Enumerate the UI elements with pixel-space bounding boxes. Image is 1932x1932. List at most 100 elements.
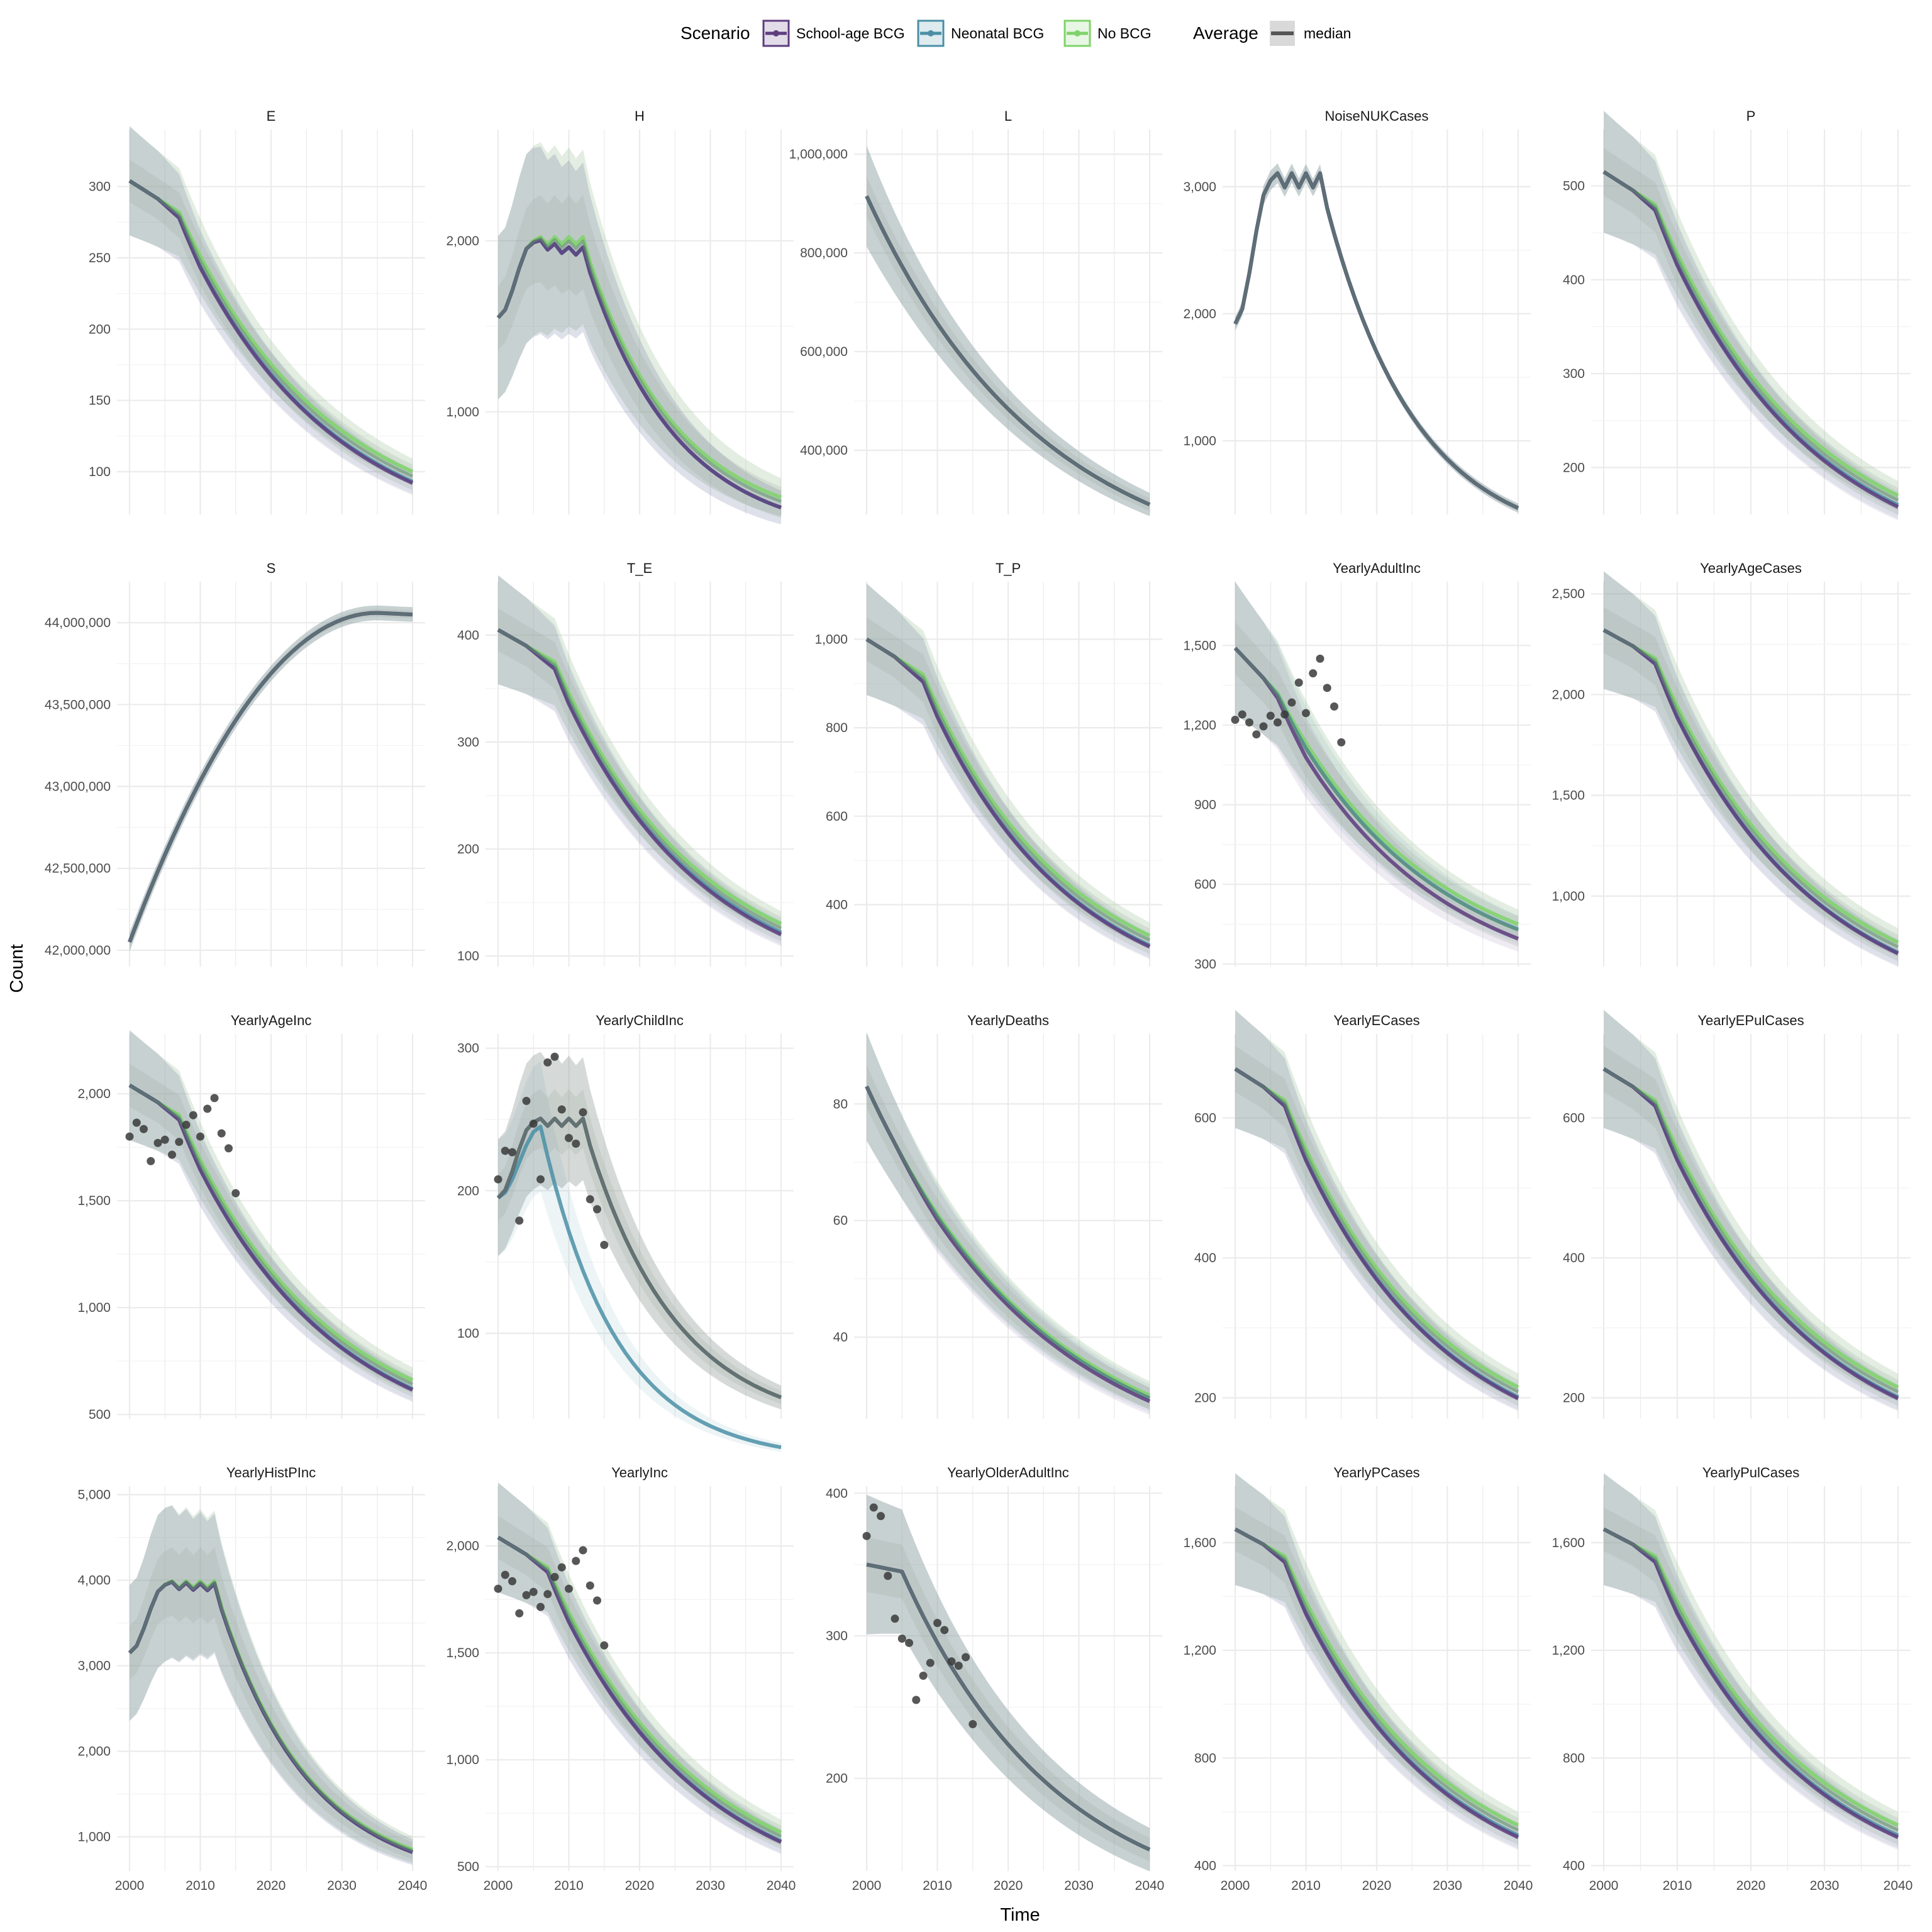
y-tick-label: 200 bbox=[826, 1772, 848, 1786]
data-point bbox=[231, 1189, 240, 1197]
data-point bbox=[1274, 718, 1282, 727]
line-school-age-bcg bbox=[496, 238, 782, 509]
legend-average-title: Average bbox=[1193, 23, 1258, 43]
line-school-age-bcg bbox=[128, 179, 414, 485]
y-tick-label: 1,000 bbox=[1183, 434, 1216, 448]
line-school-age-bcg bbox=[1234, 1067, 1519, 1401]
panel-title: T_P bbox=[996, 560, 1021, 576]
data-point bbox=[897, 1635, 906, 1643]
data-point bbox=[501, 1146, 509, 1155]
panel-title: YearlyChildInc bbox=[596, 1013, 684, 1028]
data-point bbox=[125, 1132, 134, 1141]
band-school-age-bcg bbox=[867, 145, 1150, 516]
y-tick-label: 2,000 bbox=[77, 1745, 111, 1759]
y-tick-label: 2,000 bbox=[446, 234, 479, 248]
band-no-bcg bbox=[1235, 581, 1518, 939]
data-point bbox=[1259, 722, 1268, 731]
data-point bbox=[550, 1573, 559, 1581]
band-median bbox=[1235, 1507, 1518, 1845]
line-neonatal-bcg bbox=[497, 1124, 782, 1450]
x-tick-label: 2030 bbox=[696, 1879, 725, 1893]
line-school-age-bcg bbox=[497, 628, 782, 936]
line-school-age-bcg bbox=[1234, 1527, 1519, 1840]
band-median bbox=[1604, 607, 1898, 962]
panel-title: YearlyAdultInc bbox=[1333, 560, 1421, 576]
line-median bbox=[497, 1536, 782, 1838]
y-tick-label: 300 bbox=[1194, 957, 1216, 972]
y-tick-label: 1,000 bbox=[1552, 889, 1585, 904]
x-tick-label: 2000 bbox=[1221, 1879, 1250, 1893]
data-point bbox=[862, 1531, 871, 1540]
y-tick-label: 1,600 bbox=[1552, 1536, 1585, 1550]
y-tick-label: 2,000 bbox=[1552, 687, 1585, 702]
data-point bbox=[1330, 702, 1338, 711]
legend-label: Neonatal BCG bbox=[951, 25, 1044, 42]
legend-label: median bbox=[1304, 25, 1351, 42]
data-point bbox=[160, 1135, 169, 1144]
band-neonatal-bcg bbox=[498, 575, 781, 945]
line-median bbox=[1234, 1067, 1519, 1394]
data-point bbox=[1316, 654, 1324, 663]
line-no-bcg bbox=[1602, 170, 1899, 497]
y-tick-label: 600 bbox=[826, 809, 848, 824]
data-point bbox=[132, 1118, 141, 1127]
band-no-bcg bbox=[130, 126, 413, 485]
y-tick-label: 400 bbox=[826, 898, 848, 913]
x-tick-label: 2000 bbox=[115, 1879, 145, 1893]
y-tick-label: 2,000 bbox=[446, 1539, 479, 1553]
panels: E 100 150 200 250 300 H 1,000 2,000 L 400,000 600,0… bbox=[45, 108, 1913, 1893]
panel-YearlyPCases: YearlyPCases 400 800 1,200 1,600 2000 2010 2020… bbox=[1183, 1465, 1533, 1893]
y-tick-label: 800 bbox=[1563, 1751, 1585, 1765]
legend-key-median: median bbox=[1270, 21, 1351, 46]
band-median bbox=[1235, 1045, 1518, 1406]
y-tick-label: 500 bbox=[457, 1860, 479, 1874]
y-tick-label: 43,000,000 bbox=[45, 780, 111, 794]
y-tick-label: 3,000 bbox=[77, 1659, 111, 1674]
data-point bbox=[508, 1148, 516, 1157]
data-point bbox=[565, 1133, 573, 1142]
panel-title: YearlyECases bbox=[1333, 1013, 1419, 1028]
data-point bbox=[884, 1572, 892, 1580]
line-median bbox=[1234, 1528, 1519, 1832]
line-median bbox=[128, 611, 413, 943]
panel-title: YearlyAgeInc bbox=[231, 1013, 312, 1028]
data-point bbox=[919, 1671, 928, 1680]
line-median bbox=[497, 1117, 782, 1399]
y-tick-label: 250 bbox=[89, 251, 111, 265]
data-point bbox=[926, 1658, 935, 1667]
line-no-bcg bbox=[1602, 628, 1899, 945]
legend-key-no-bcg: No BCG bbox=[1063, 19, 1152, 47]
y-tick-label: 100 bbox=[457, 1326, 479, 1341]
data-point bbox=[962, 1653, 970, 1662]
x-tick-label: 2010 bbox=[1663, 1879, 1692, 1893]
panel-E: E 100 150 200 250 300 bbox=[89, 108, 425, 514]
y-tick-label: 150 bbox=[89, 394, 111, 408]
line-median bbox=[1602, 170, 1899, 502]
y-tick-label: 4,000 bbox=[77, 1574, 111, 1588]
y-tick-label: 43,500,000 bbox=[45, 697, 111, 712]
y-tick-label: 300 bbox=[457, 735, 479, 750]
panel-title: YearlyPCases bbox=[1333, 1465, 1419, 1480]
x-tick-label: 2010 bbox=[186, 1879, 215, 1893]
data-point bbox=[940, 1626, 949, 1635]
data-point bbox=[1280, 710, 1289, 719]
data-point bbox=[543, 1058, 552, 1067]
legend-label: School-age BCG bbox=[796, 25, 905, 42]
data-point bbox=[579, 1546, 587, 1555]
band-median bbox=[867, 1065, 1150, 1409]
data-point bbox=[969, 1720, 977, 1729]
legend-key-school-age-bcg: School-age BCG bbox=[762, 19, 905, 47]
data-point bbox=[501, 1570, 509, 1579]
line-no-bcg bbox=[1234, 1527, 1519, 1827]
y-tick-label: 42,000,000 bbox=[45, 943, 111, 958]
line-no-bcg bbox=[128, 179, 414, 474]
x-tick-label: 2010 bbox=[923, 1879, 952, 1893]
band-no-bcg bbox=[1235, 1009, 1518, 1401]
data-point bbox=[225, 1144, 233, 1153]
data-point bbox=[153, 1138, 162, 1147]
legend: Scenario School-age BCG Neonatal BCG No BCG… bbox=[680, 19, 1351, 47]
data-point bbox=[869, 1503, 878, 1512]
band-no-bcg bbox=[498, 575, 781, 937]
band-no-bcg bbox=[867, 145, 1150, 516]
